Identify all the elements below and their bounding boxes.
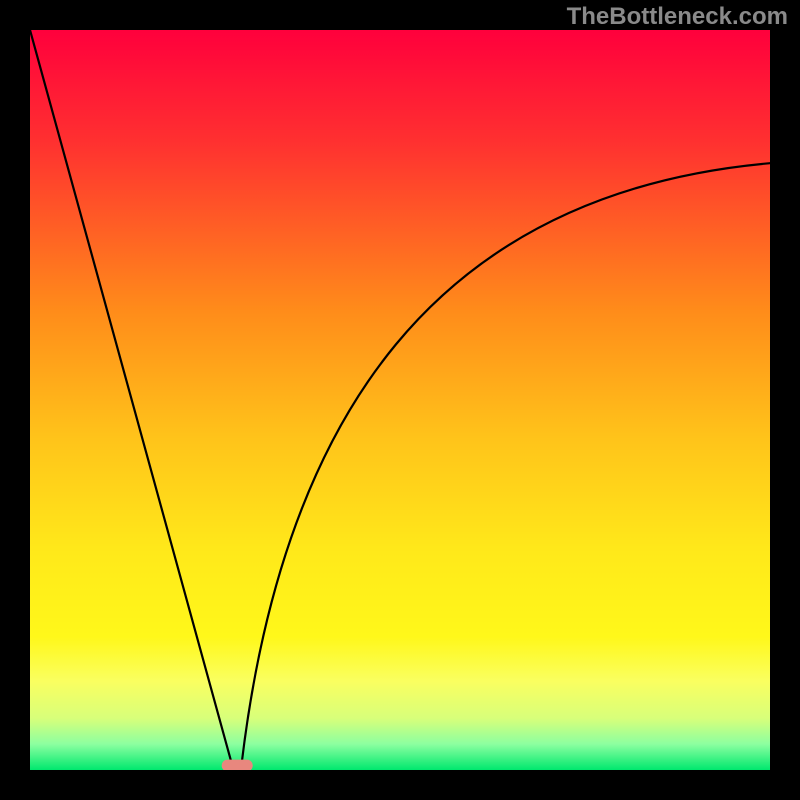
watermark-text: TheBottleneck.com — [567, 3, 788, 31]
gradient-background — [30, 30, 770, 770]
plot-area — [30, 30, 770, 770]
page-container: TheBottleneck.com — [0, 0, 800, 800]
optimal-marker — [222, 760, 253, 770]
chart-svg — [30, 30, 770, 770]
